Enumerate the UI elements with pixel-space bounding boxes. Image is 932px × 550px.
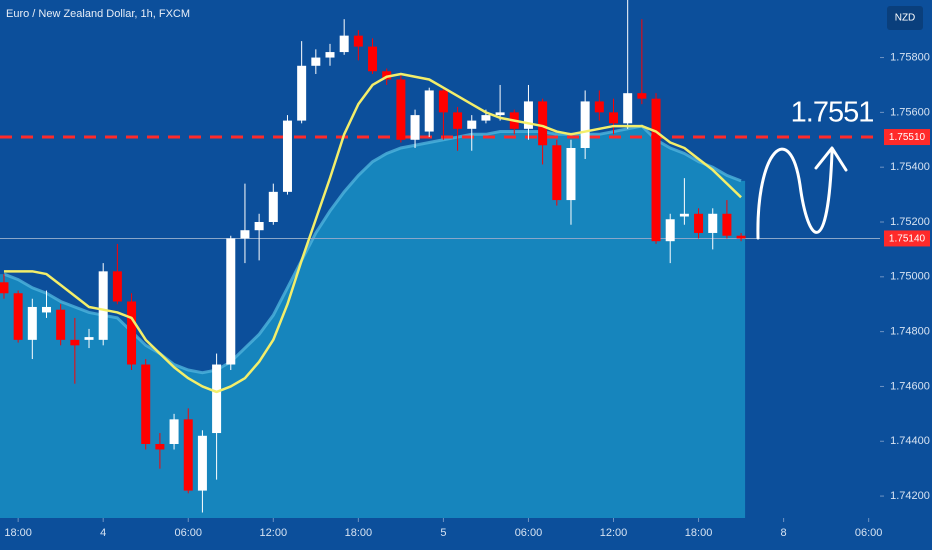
y-tick-label: 1.74800 <box>890 326 930 338</box>
candle-body <box>240 230 250 239</box>
ma-line <box>3 72 742 394</box>
currency-badge <box>887 6 923 30</box>
x-tick-label: 18:00 <box>345 527 373 539</box>
candle-body <box>538 101 548 146</box>
candle-body <box>339 35 349 53</box>
candle-body <box>396 79 406 140</box>
candle-body <box>169 419 179 444</box>
x-tick-label: 8 <box>781 527 787 539</box>
annotation: 1.7551 <box>791 97 874 129</box>
candle-body <box>70 339 80 346</box>
price-tag <box>884 129 930 146</box>
candle-body <box>0 282 9 294</box>
candle-body <box>282 120 292 192</box>
candle-body <box>467 120 477 129</box>
candle-body <box>580 101 590 148</box>
candle-body <box>98 271 108 340</box>
candle-body <box>183 419 193 491</box>
candle-body <box>722 213 732 236</box>
candle-body <box>254 222 264 231</box>
x-tick-label: 12:00 <box>260 527 288 539</box>
candle-body <box>665 219 675 242</box>
y-tick-label: 1.74600 <box>890 380 930 392</box>
y-tick-label: 1.74200 <box>890 490 930 502</box>
candle-body <box>127 301 137 365</box>
y-tick-label: 1.75200 <box>890 216 930 228</box>
candle-body <box>112 271 122 302</box>
x-tick-label: 06:00 <box>855 527 883 539</box>
curved-arrow <box>756 146 848 240</box>
candle-body <box>325 52 335 58</box>
y-tick-label: 1.75800 <box>890 51 930 63</box>
x-tick-label: 4 <box>100 527 106 539</box>
candle-body <box>297 65 307 121</box>
candle-body <box>566 148 576 201</box>
price-tag-label: 1.75510 <box>889 132 926 143</box>
x-tick-label: 12:00 <box>600 527 628 539</box>
ma-area-edge <box>3 124 742 375</box>
currency-label: NZD <box>895 13 916 24</box>
chart-title: Euro / New Zealand Dollar, 1h, FXCM <box>6 8 190 20</box>
candle-body <box>679 213 689 217</box>
candle-body <box>226 238 236 365</box>
candle-body <box>609 112 619 124</box>
arrow-head <box>814 146 848 172</box>
candle-body <box>594 101 604 113</box>
x-tick-label: 18:00 <box>685 527 713 539</box>
candle-body <box>438 90 448 113</box>
candle-body <box>495 112 505 116</box>
x-tick-label: 06:00 <box>515 527 543 539</box>
candle-body <box>694 213 704 233</box>
candle-body <box>623 93 633 124</box>
candle-body <box>212 364 222 434</box>
candle-body <box>141 364 151 444</box>
candle-body <box>41 306 51 313</box>
arrow-path <box>756 147 834 240</box>
candle-body <box>56 309 66 340</box>
price-tag <box>884 230 930 247</box>
candle-body <box>27 306 37 340</box>
candle-body <box>453 112 463 129</box>
candle-body <box>368 46 378 72</box>
candle-body <box>197 435 207 491</box>
candle-body <box>311 57 321 66</box>
candle-body <box>84 337 94 340</box>
candle-body <box>268 191 278 222</box>
price-tag-label: 1.75140 <box>889 234 926 245</box>
overlay: 1.74200 1.74400 1.74600 1.74800 1.75000 1.752… <box>4 51 930 539</box>
candle-body <box>552 145 562 201</box>
candle-body <box>424 90 434 132</box>
x-tick-label: 06:00 <box>174 527 202 539</box>
y-tick-label: 1.75600 <box>890 106 930 118</box>
candle-body <box>155 444 165 450</box>
y-tick-label: 1.75000 <box>890 271 930 283</box>
y-tick-label: 1.75400 <box>890 161 930 173</box>
y-tick-label: 1.74400 <box>890 435 930 447</box>
candle-body <box>481 115 491 121</box>
candle-body <box>382 71 392 80</box>
candle-body <box>523 101 533 129</box>
plot-area <box>0 0 880 518</box>
candle-body <box>651 98 661 242</box>
candle-body <box>708 213 718 233</box>
x-tick-label: 18:00 <box>4 527 32 539</box>
x-tick-label: 5 <box>440 527 446 539</box>
candle-body <box>736 235 746 239</box>
candle-body <box>410 115 420 140</box>
candle-body <box>637 93 647 99</box>
candle-body <box>13 293 23 340</box>
candle-body <box>353 35 363 47</box>
